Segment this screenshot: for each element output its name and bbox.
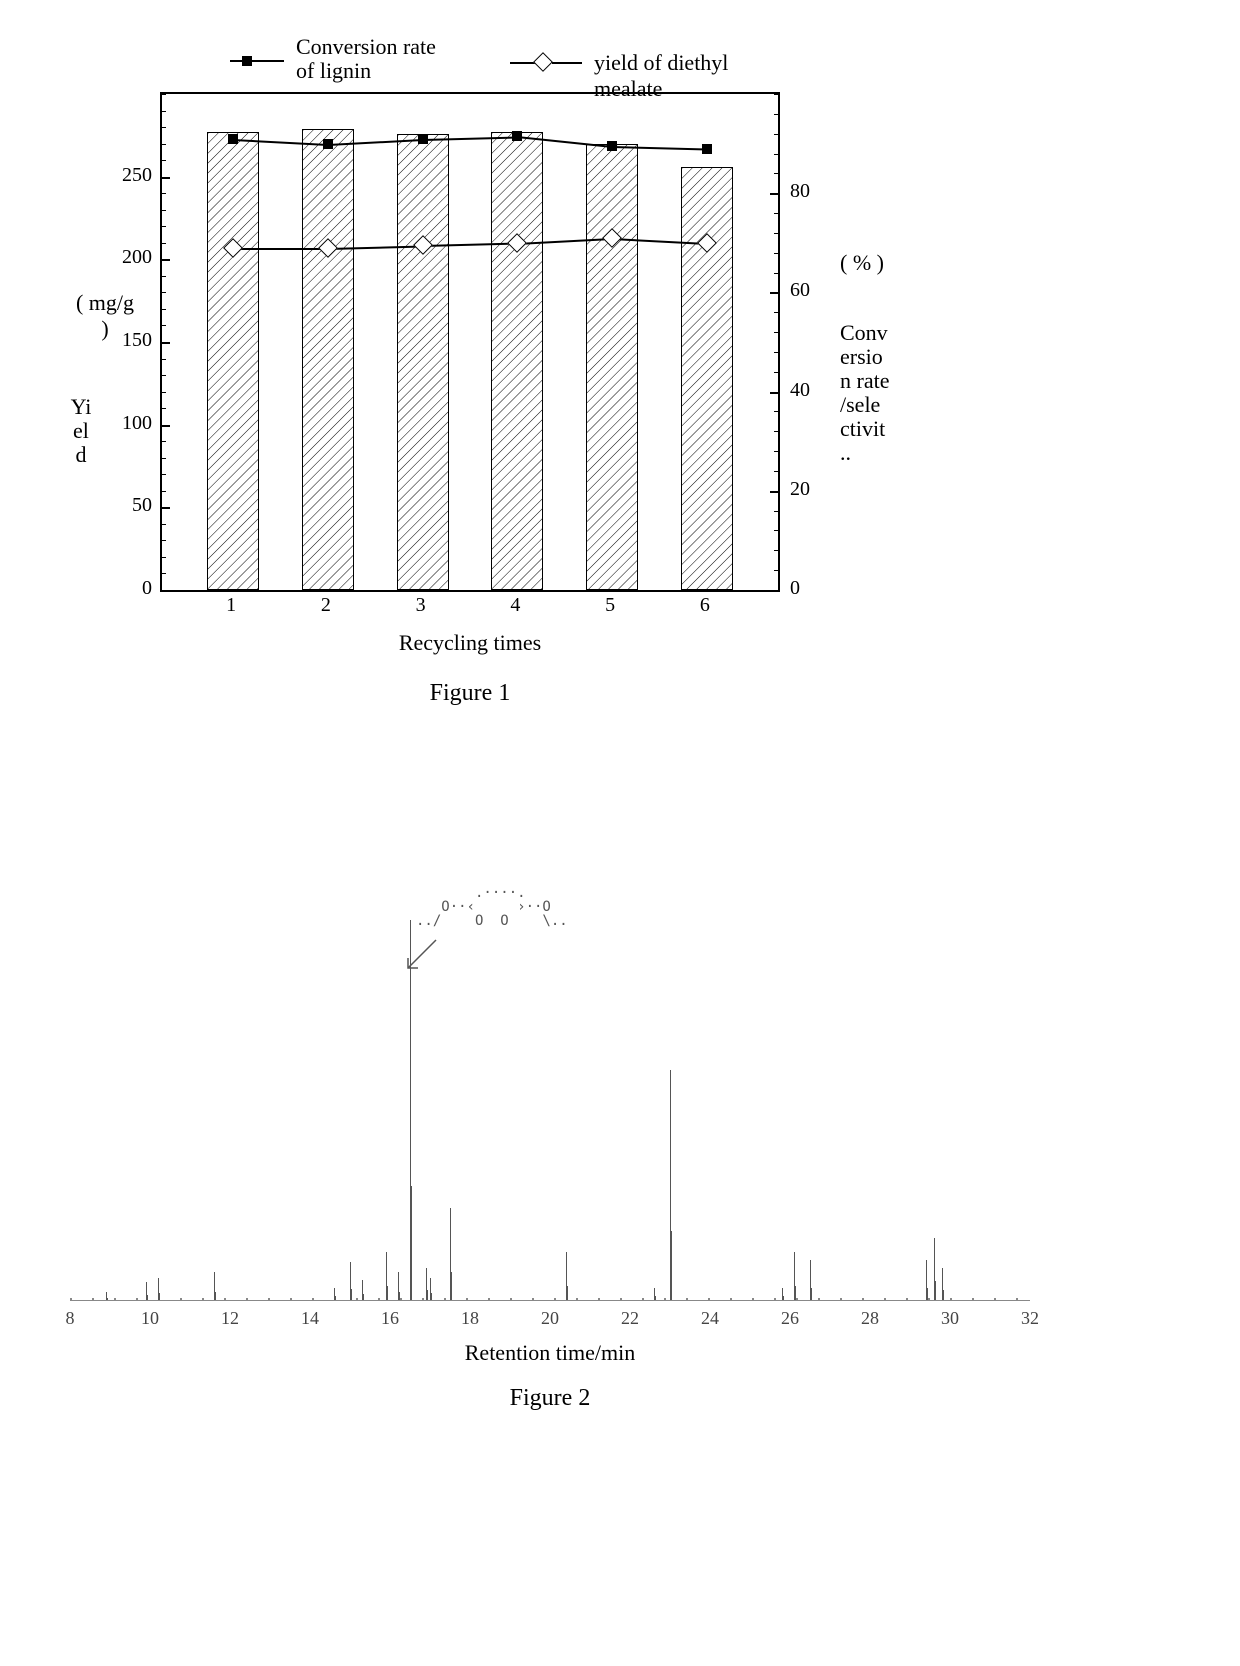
figure-1-y-right-tick-label: 40 xyxy=(790,379,840,402)
figure-2-x-tick-label: 22 xyxy=(615,1308,645,1329)
figure-2-plot-area: 8101214161820222426283032 .····. O··‹ ›·… xyxy=(70,880,1030,1320)
figure-1-square-marker xyxy=(323,139,333,149)
figure-2-x-tick-label: 8 xyxy=(55,1308,85,1329)
legend-line-2b xyxy=(552,62,582,64)
figure-1-y-left-label-3: d xyxy=(56,442,106,468)
figure-1-y-right-label-1: Conv xyxy=(840,320,920,345)
figure-1-x-tick-label: 6 xyxy=(690,594,720,617)
figure-1-y-right-label-2: ersio xyxy=(840,344,920,369)
figure-2-x-tick-label: 26 xyxy=(775,1308,805,1329)
figure-1-bar xyxy=(586,144,638,590)
figure-2-x-label: Retention time/min xyxy=(70,1340,1030,1366)
figure-1-square-marker xyxy=(702,144,712,154)
figure-1-square-marker xyxy=(512,131,522,141)
figure-1-x-tick-label: 5 xyxy=(595,594,625,617)
figure-2-x-tick-label: 20 xyxy=(535,1308,565,1329)
figure-1-square-marker xyxy=(607,141,617,151)
figure-1-bar xyxy=(491,132,543,590)
figure-2: 8101214161820222426283032 .····. O··‹ ›·… xyxy=(70,880,1050,1440)
figure-1-y-right-tick-label: 0 xyxy=(790,577,840,600)
figure-1-y-right-label-3: n rate xyxy=(840,368,920,393)
figure-2-x-tick-label: 28 xyxy=(855,1308,885,1329)
figure-2-x-tick-label: 18 xyxy=(455,1308,485,1329)
legend-label-1-line1: Conversion rate xyxy=(296,34,436,60)
figure-1-square-marker xyxy=(228,134,238,144)
legend-marker-diamond xyxy=(536,55,550,69)
figure-1-y-left-tick-label: 150 xyxy=(102,329,152,352)
figure-1-x-tick-label: 1 xyxy=(216,594,246,617)
figure-2-x-tick-label: 16 xyxy=(375,1308,405,1329)
figure-2-molecule-label: .····. O··‹ ›··O ../ O O \.. xyxy=(416,886,568,928)
figure-1-y-left-label-2: el xyxy=(56,418,106,444)
figure-1-y-left-tick-label: 250 xyxy=(102,164,152,187)
figure-2-x-tick-label: 30 xyxy=(935,1308,965,1329)
figure-1-y-left-tick-label: 200 xyxy=(102,246,152,269)
figure-1-caption: Figure 1 xyxy=(160,680,780,707)
figure-2-x-tick-label: 14 xyxy=(295,1308,325,1329)
figure-1-y-right-label-4: /sele xyxy=(840,392,920,417)
figure-1-y-right-tick-label: 80 xyxy=(790,180,840,203)
figure-1-y-left-label-1: Yi xyxy=(56,394,106,420)
figure-1: Conversion rate of lignin yield of dieth… xyxy=(80,40,920,740)
figure-1-plot-area xyxy=(160,92,780,592)
arrow-icon xyxy=(402,936,442,976)
figure-1-bar xyxy=(397,134,449,590)
figure-1-bar xyxy=(681,167,733,590)
figure-1-x-tick-label: 3 xyxy=(406,594,436,617)
figure-2-caption: Figure 2 xyxy=(70,1385,1030,1412)
figure-1-y-left-tick-label: 50 xyxy=(102,494,152,517)
figure-2-x-tick-label: 32 xyxy=(1015,1308,1045,1329)
figure-1-y-right-tick-label: 60 xyxy=(790,279,840,302)
figure-1-y-left-tick-label: 100 xyxy=(102,412,152,435)
legend-label-1-line2: of lignin xyxy=(296,58,371,84)
figure-1-y-right-label-6: .. xyxy=(840,440,920,465)
figure-1-legend: Conversion rate of lignin yield of dieth… xyxy=(230,40,790,90)
figure-1-bar xyxy=(207,132,259,590)
figure-1-x-label: Recycling times xyxy=(160,630,780,656)
figure-1-x-tick-label: 4 xyxy=(500,594,530,617)
figure-2-x-tick-label: 12 xyxy=(215,1308,245,1329)
figure-1-y-right-label-5: ctivit xyxy=(840,416,920,441)
figure-1-y-left-tick-label: 0 xyxy=(102,577,152,600)
figure-2-x-tick-label: 24 xyxy=(695,1308,725,1329)
figure-1-y-right-unit: ( % ) xyxy=(840,250,920,275)
legend-line-1b xyxy=(254,60,284,62)
figure-1-square-marker xyxy=(418,134,428,144)
figure-1-bar xyxy=(302,129,354,590)
figure-1-y-right-tick-label: 20 xyxy=(790,478,840,501)
figure-1-x-tick-label: 2 xyxy=(311,594,341,617)
figure-2-x-tick-label: 10 xyxy=(135,1308,165,1329)
legend-marker-square xyxy=(242,56,252,66)
